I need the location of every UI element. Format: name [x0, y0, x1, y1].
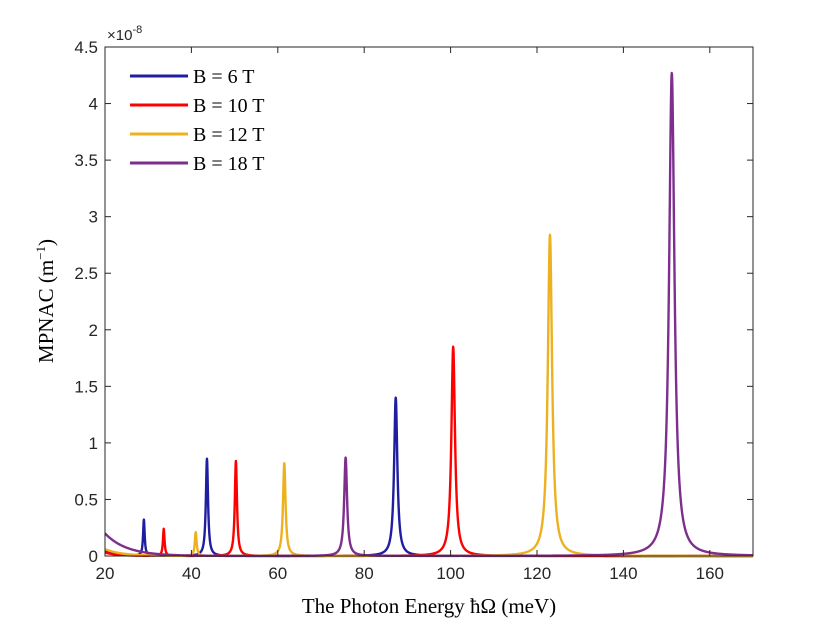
y-tick-label: 1.5 [74, 377, 98, 396]
plot-area [105, 47, 753, 556]
y-tick-label: 2 [89, 321, 98, 340]
x-tick-label: 40 [182, 564, 201, 583]
y-axis-label: MPNAC (m−1) [33, 239, 58, 363]
y-tick-label: 4.5 [74, 38, 98, 57]
y-tick-label: 4 [89, 95, 98, 114]
x-tick-label: 160 [696, 564, 724, 583]
y-axis-label-exponent: −1 [33, 246, 48, 260]
legend-label-3: B = 12 T [193, 124, 264, 146]
y-exponent-power: -8 [132, 24, 142, 36]
y-tick-label: 2.5 [74, 264, 98, 283]
y-tick-label: 3 [89, 208, 98, 227]
x-tick-label: 20 [96, 564, 115, 583]
x-tick-label: 140 [609, 564, 637, 583]
x-tick-label: 100 [436, 564, 464, 583]
y-exponent-label: ×10-8 [107, 24, 142, 44]
y-tick-label: 0 [89, 547, 98, 566]
y-tick-label: 3.5 [74, 151, 98, 170]
x-tick-label: 80 [355, 564, 374, 583]
y-exponent-base: ×10 [107, 27, 132, 44]
legend: B = 6 T B = 10 T B = 12 T B = 18 T [130, 66, 264, 175]
y-axis-ticks: 0 0.5 1 1.5 2 2.5 3 3.5 4 4.5 [74, 38, 753, 566]
legend-label-1: B = 6 T [193, 66, 254, 88]
y-tick-label: 0.5 [74, 490, 98, 509]
plot-frame [104, 46, 754, 557]
x-tick-label: 120 [523, 564, 551, 583]
x-axis-label: The Photon Energy ħΩ (meV) [302, 594, 556, 618]
y-tick-label: 1 [89, 434, 98, 453]
x-axis-ticks: 20 40 60 80 100 120 140 160 [96, 47, 724, 583]
y-axis-label-main: MPNAC (m [34, 260, 58, 363]
legend-label-2: B = 10 T [193, 95, 264, 117]
y-axis-label-close: ) [34, 239, 58, 246]
x-tick-label: 60 [268, 564, 287, 583]
legend-label-4: B = 18 T [193, 153, 264, 175]
